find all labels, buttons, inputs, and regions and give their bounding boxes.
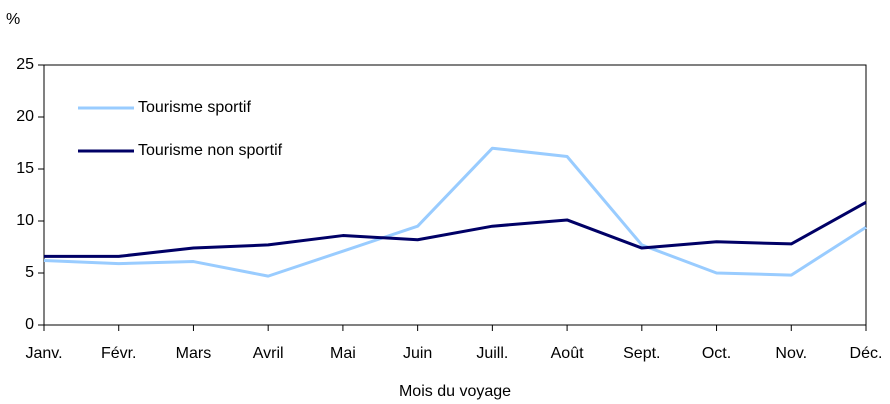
x-tick-label: Avril <box>253 345 284 362</box>
legend-label: Tourisme non sportif <box>138 142 283 159</box>
y-tick-label: 10 <box>16 212 34 229</box>
series-line <box>44 200 867 258</box>
y-tick-label: 15 <box>16 160 34 177</box>
y-tick-label: 25 <box>16 56 34 73</box>
x-tick-label: Mars <box>176 345 212 362</box>
plot-frame <box>43 64 867 326</box>
x-tick-label: Janv. <box>25 345 62 362</box>
x-tick-label: Mai <box>330 345 356 362</box>
x-tick-label: Oct. <box>702 345 731 362</box>
legend-label: Tourisme sportif <box>138 99 251 116</box>
y-unit: % <box>6 11 20 28</box>
y-tick-label: 20 <box>16 108 34 125</box>
x-tick-label: Nov. <box>775 345 807 362</box>
x-tick-label: Sept. <box>623 345 660 362</box>
x-tick-label: Août <box>551 345 584 362</box>
x-tick-label: Déc. <box>850 345 883 362</box>
x-tick-label: Juin <box>403 345 432 362</box>
x-axis-title: Mois du voyage <box>399 383 511 400</box>
y-tick-label: 5 <box>25 264 34 281</box>
series-line <box>43 146 867 278</box>
x-tick-label: Févr. <box>101 345 137 362</box>
x-tick-label: Juill. <box>476 345 508 362</box>
y-tick-label: 0 <box>25 316 34 333</box>
